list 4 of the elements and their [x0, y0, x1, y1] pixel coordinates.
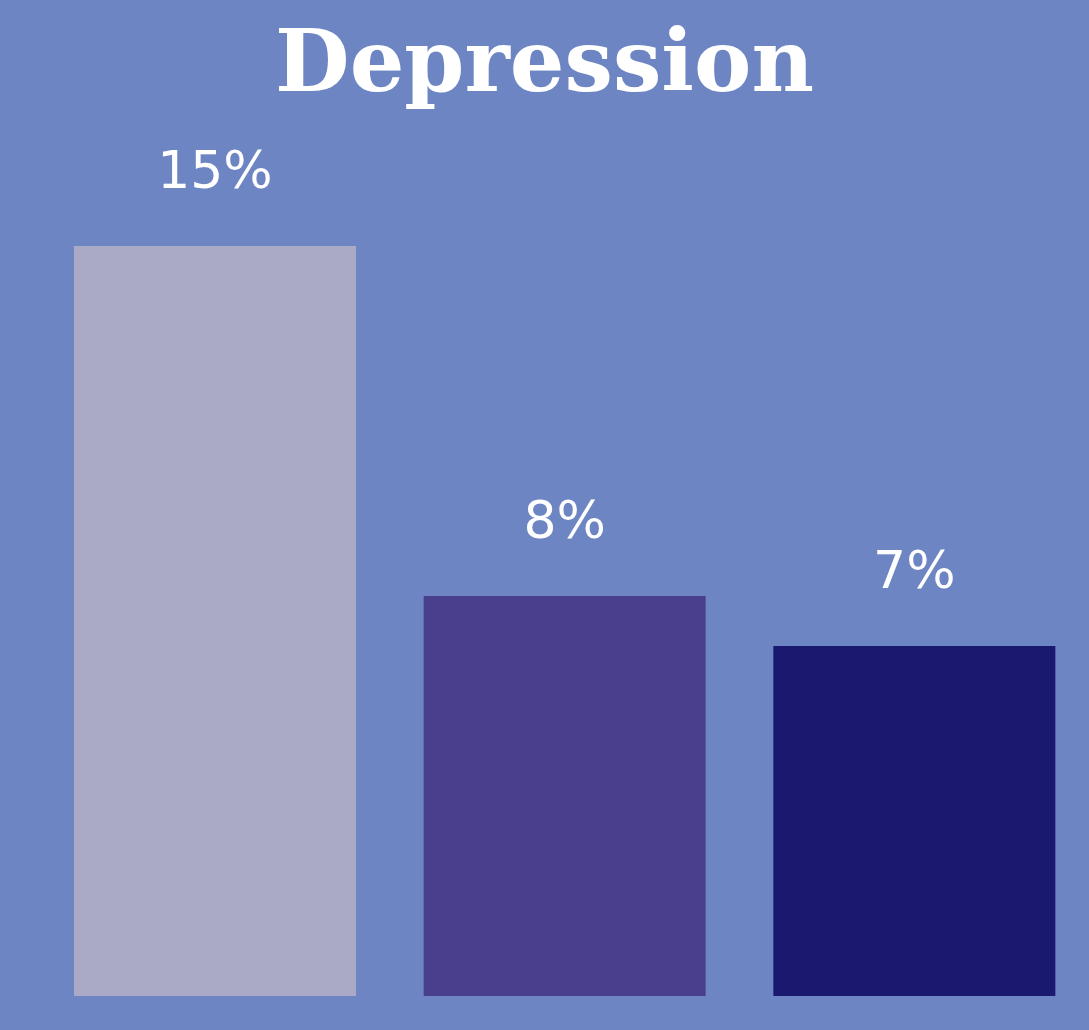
chart-title: Depression	[274, 9, 815, 113]
data-label: 7%	[873, 540, 956, 600]
data-label: 8%	[523, 490, 606, 550]
data-label: 15%	[157, 140, 273, 200]
